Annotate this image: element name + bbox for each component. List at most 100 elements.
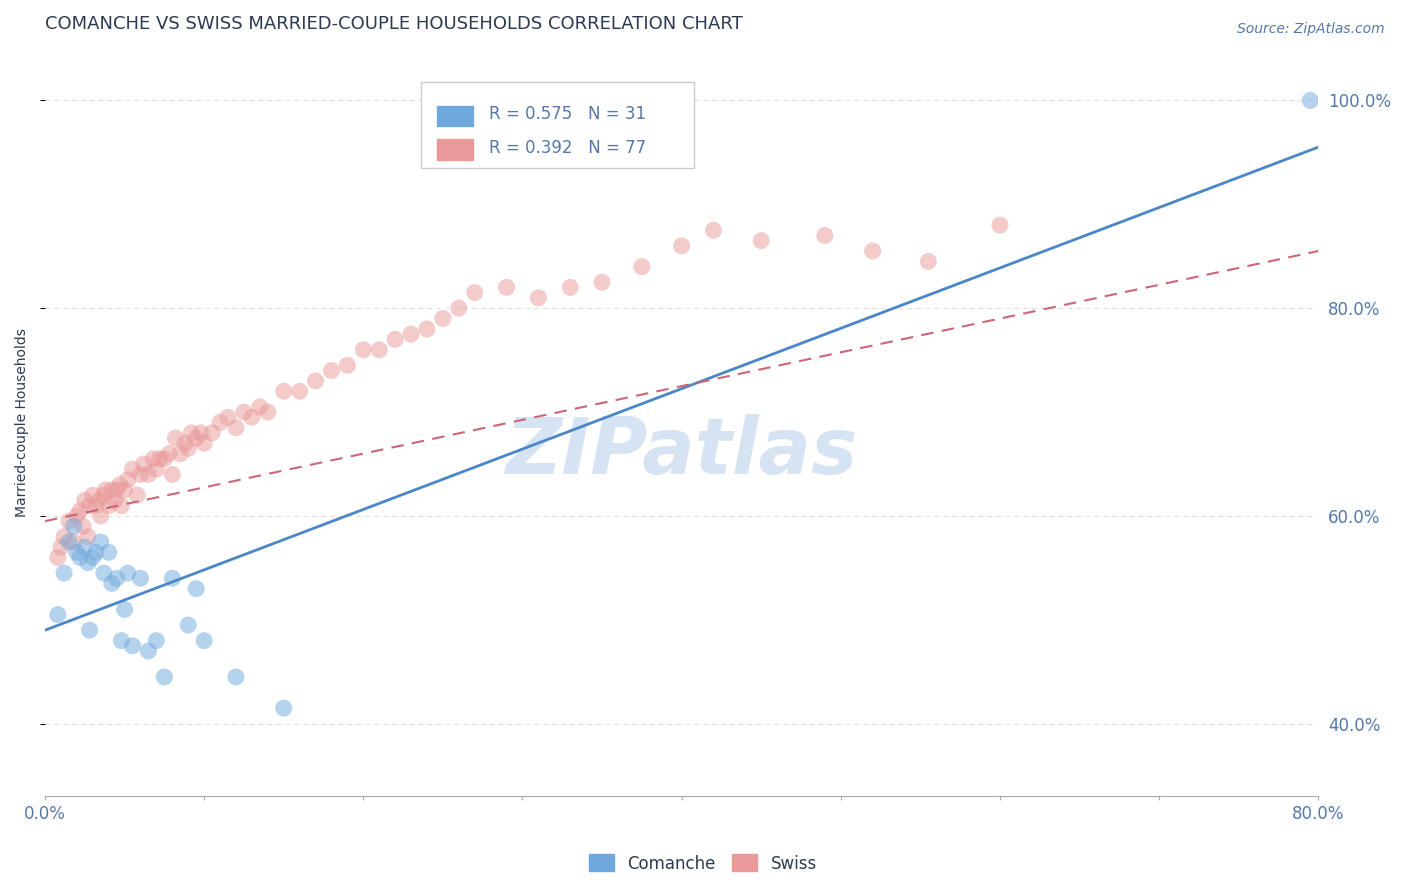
Point [249, 400, 271, 414]
Point [304, 374, 326, 388]
Point [153, 670, 176, 684]
Point [105, 483, 128, 497]
Point [129, 571, 152, 585]
Point [66, 508, 89, 523]
Point [69, 550, 91, 565]
Point [193, 436, 215, 450]
FancyBboxPatch shape [436, 138, 474, 161]
Point [464, 285, 486, 300]
Point [101, 576, 124, 591]
Text: R = 0.392   N = 77: R = 0.392 N = 77 [489, 139, 647, 157]
Point [53, 566, 76, 580]
Point [79, 624, 101, 638]
Point [97, 545, 120, 559]
Point [432, 311, 454, 326]
Point [256, 405, 278, 419]
Point [180, 425, 202, 440]
Point [114, 483, 136, 497]
Legend: Comanche, Swiss: Comanche, Swiss [582, 847, 824, 880]
Point [62, 535, 84, 549]
Point [416, 322, 439, 336]
Point [108, 477, 131, 491]
Point [82, 488, 104, 502]
Point [209, 416, 232, 430]
Point [77, 556, 100, 570]
Point [630, 260, 652, 274]
FancyBboxPatch shape [420, 82, 695, 168]
Point [97, 499, 120, 513]
Point [165, 431, 187, 445]
Point [73, 493, 96, 508]
Point [46, 550, 69, 565]
Text: ZIPatlas: ZIPatlas [506, 415, 858, 491]
Y-axis label: Married-couple Households: Married-couple Households [15, 328, 30, 516]
Point [93, 566, 115, 580]
Point [591, 275, 613, 289]
Point [225, 420, 247, 434]
Point [127, 488, 149, 502]
Point [225, 670, 247, 684]
Point [169, 447, 191, 461]
Point [273, 384, 295, 399]
Point [90, 535, 112, 549]
Point [240, 410, 263, 425]
Point [77, 530, 100, 544]
Point [671, 239, 693, 253]
Point [321, 363, 343, 377]
Point [186, 582, 208, 596]
Point [336, 359, 359, 373]
Point [1299, 94, 1322, 108]
Point [69, 504, 91, 518]
Point [217, 410, 239, 425]
Point [105, 571, 128, 585]
Point [162, 467, 184, 482]
Point [495, 280, 517, 294]
Point [399, 327, 422, 342]
Point [138, 467, 160, 482]
Point [560, 280, 582, 294]
Point [288, 384, 311, 399]
Point [129, 467, 152, 482]
Point [84, 545, 107, 559]
Point [162, 571, 184, 585]
Point [87, 493, 110, 508]
Point [917, 254, 939, 268]
Point [53, 530, 76, 544]
Point [862, 244, 884, 258]
Point [79, 499, 101, 513]
Text: Source: ZipAtlas.com: Source: ZipAtlas.com [1237, 22, 1385, 37]
Point [93, 488, 115, 502]
Point [114, 602, 136, 616]
Point [66, 545, 89, 559]
Point [94, 483, 117, 497]
Point [142, 451, 165, 466]
Point [132, 457, 155, 471]
Point [749, 234, 772, 248]
Point [110, 499, 132, 513]
Point [186, 431, 208, 445]
Point [273, 701, 295, 715]
Point [145, 633, 167, 648]
Point [117, 566, 139, 580]
Point [384, 332, 406, 346]
Point [368, 343, 391, 357]
Point [702, 223, 724, 237]
Point [82, 550, 104, 565]
Point [527, 291, 550, 305]
Point [121, 462, 143, 476]
Point [153, 451, 176, 466]
Point [174, 436, 197, 450]
Text: COMANCHE VS SWISS MARRIED-COUPLE HOUSEHOLDS CORRELATION CHART: COMANCHE VS SWISS MARRIED-COUPLE HOUSEHO… [45, 15, 742, 33]
Point [72, 519, 94, 533]
Point [177, 442, 200, 456]
Point [138, 644, 160, 658]
Point [104, 493, 127, 508]
Point [157, 447, 180, 461]
Point [988, 218, 1011, 232]
Point [110, 633, 132, 648]
Point [121, 639, 143, 653]
Point [232, 405, 254, 419]
Point [58, 514, 80, 528]
Point [117, 473, 139, 487]
Point [148, 451, 170, 466]
